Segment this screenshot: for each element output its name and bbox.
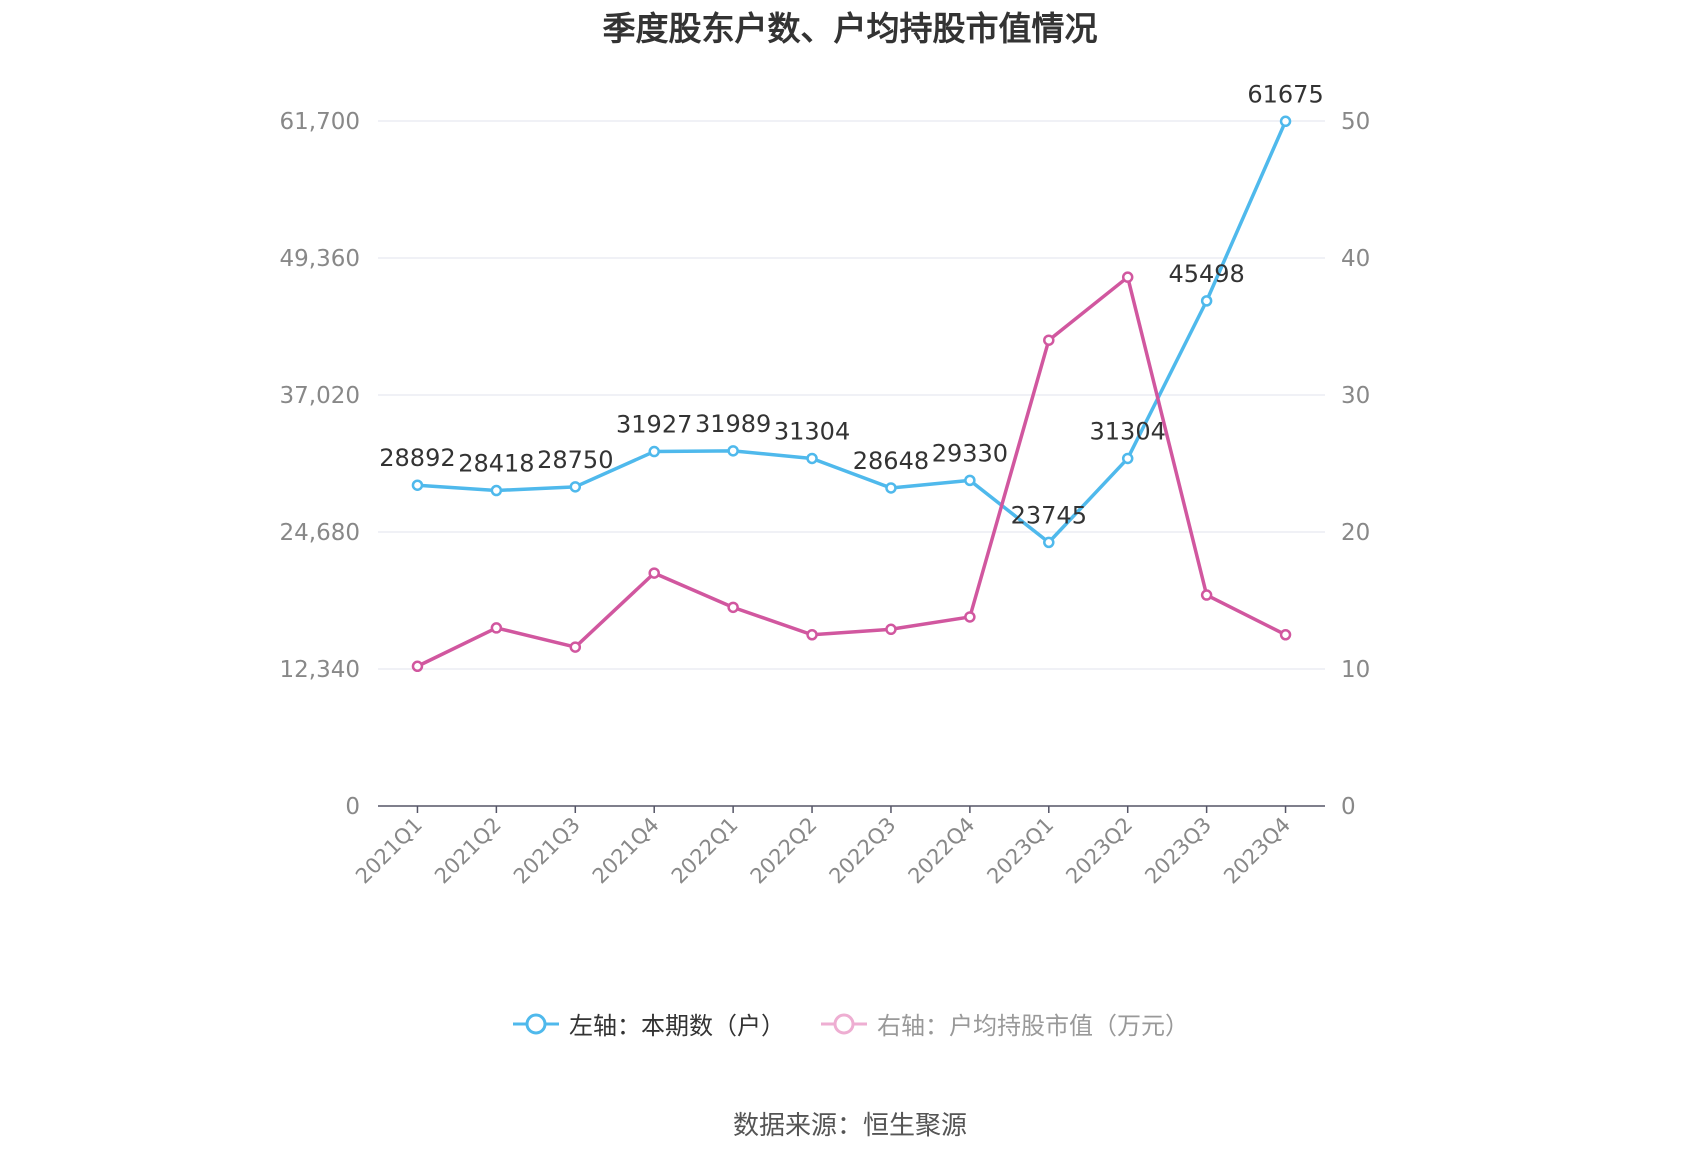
shareholders-data-label: 28892 xyxy=(379,444,455,472)
right-axis-tick-label: 10 xyxy=(1341,657,1370,683)
legend-item-avg-value[interactable]: 右轴：户均持股市值（万元） xyxy=(819,1006,1189,1041)
shareholders-line xyxy=(417,120,1288,545)
shareholders-data-label: 23745 xyxy=(1011,501,1087,529)
left-axis-tick-label: 49,360 xyxy=(280,246,360,272)
shareholders-point xyxy=(806,452,818,465)
avg-value-point xyxy=(727,601,739,614)
shareholders-point xyxy=(1121,452,1134,465)
right-axis-tick-label: 0 xyxy=(1341,794,1356,820)
series-lines xyxy=(411,115,1292,673)
avg-value-point xyxy=(1043,334,1055,346)
avg-value-point xyxy=(806,629,818,641)
chart-title: 季度股东户数、户均持股市值情况 xyxy=(602,9,1098,48)
shareholders-data-label: 31304 xyxy=(774,417,850,445)
x-axis-tick-label: 2021Q4 xyxy=(588,813,664,889)
data-source: 数据来源：恒生聚源 xyxy=(732,1111,967,1141)
shareholders-data-label: 28418 xyxy=(458,450,534,478)
left-axis-tick-label: 0 xyxy=(345,794,360,820)
x-axis-tick-label: 2022Q2 xyxy=(746,813,822,889)
left-axis-tick-label: 61,700 xyxy=(280,109,360,135)
x-axis-tick-label: 2022Q3 xyxy=(825,813,901,889)
x-axis-tick-label: 2023Q3 xyxy=(1140,813,1216,889)
legend-label-avg-value: 右轴：户均持股市值（万元） xyxy=(877,1012,1189,1040)
shareholders-point xyxy=(964,474,976,487)
left-axis-tick-label: 12,340 xyxy=(280,657,360,683)
shareholders-data-label: 31989 xyxy=(695,410,771,438)
shareholders-data-label: 28750 xyxy=(537,446,613,474)
legend-marker-avg-value-icon xyxy=(821,1013,867,1034)
shareholders-data-label: 29330 xyxy=(932,439,1008,467)
shareholders-point xyxy=(569,481,582,493)
right-axis-tick-label: 50 xyxy=(1341,109,1370,135)
shareholders-point xyxy=(1279,115,1292,128)
shareholders-point xyxy=(885,482,897,494)
left-axis-tick-label: 37,020 xyxy=(280,383,360,409)
right-axis-tick-label: 20 xyxy=(1341,520,1370,546)
x-axis-tick-label: 2022Q1 xyxy=(667,813,743,889)
right-axis-tick-label: 40 xyxy=(1341,246,1370,272)
avg-value-point xyxy=(648,567,660,579)
avg-value-line xyxy=(416,275,1287,668)
left-axis-tick-label: 24,680 xyxy=(280,520,360,546)
right-axis-tick-label: 30 xyxy=(1341,383,1370,409)
grid-lines xyxy=(378,120,1325,670)
shareholders-data-label: 45498 xyxy=(1168,260,1244,288)
shareholders-point xyxy=(648,445,660,458)
x-axis-tick-label: 2021Q2 xyxy=(430,813,506,889)
avg-value-point xyxy=(411,660,424,673)
axes: 0 0 12,340 10 24,680 20 37,020 30 49,360 40 61,700… xyxy=(280,109,1371,888)
x-axis-tick-label: 2023Q1 xyxy=(982,813,1058,889)
avg-value-point xyxy=(1200,589,1213,601)
avg-value-point xyxy=(1121,271,1134,283)
legend-label-shareholders: 左轴：本期数（户） xyxy=(569,1012,785,1040)
x-axis-tick-label: 2022Q4 xyxy=(904,813,980,889)
shareholders-data-label: 31927 xyxy=(616,411,692,439)
shareholders-point xyxy=(727,445,739,457)
avg-value-point xyxy=(569,641,582,653)
shareholders-point xyxy=(490,484,503,497)
shareholders-point xyxy=(1043,536,1055,549)
legend: 左轴：本期数（户） 右轴：户均持股市值（万元） xyxy=(0,1006,1700,1041)
shareholders-data-label: 31304 xyxy=(1090,417,1166,445)
shareholders-point xyxy=(411,479,424,491)
shareholders-data-label: 28648 xyxy=(853,447,929,475)
avg-value-point xyxy=(964,611,976,623)
legend-item-shareholders[interactable]: 左轴：本期数（户） xyxy=(511,1006,785,1041)
avg-value-point xyxy=(885,623,897,636)
x-axis-tick-label: 2023Q4 xyxy=(1219,813,1295,889)
avg-value-point xyxy=(490,622,503,634)
shareholders-point xyxy=(1200,295,1213,307)
avg-value-point xyxy=(1279,629,1292,641)
shareholders-data-label: 61675 xyxy=(1247,80,1323,108)
legend-marker-shareholders-icon xyxy=(513,1013,559,1034)
x-axis-tick-label: 2021Q3 xyxy=(509,813,585,889)
x-axis-tick-label: 2023Q2 xyxy=(1061,813,1137,889)
x-axis-tick-label: 2021Q1 xyxy=(351,813,427,889)
